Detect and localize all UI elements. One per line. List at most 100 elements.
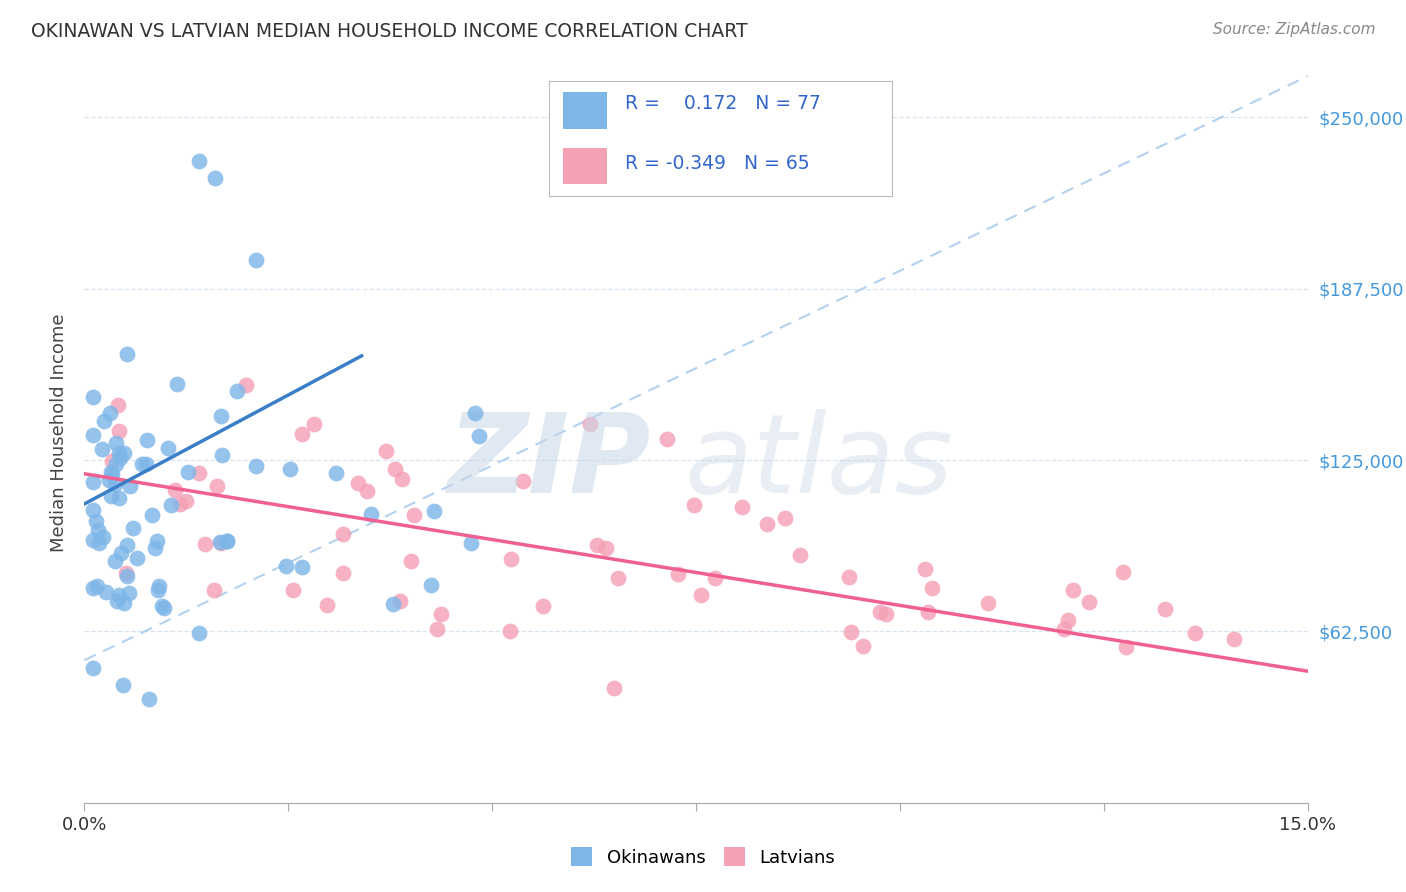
Point <box>512 474 534 488</box>
Point <box>91 442 114 457</box>
Point <box>217 533 239 548</box>
Point <box>755 516 778 531</box>
Point <box>82 661 104 675</box>
Point <box>98 473 121 487</box>
Point <box>118 478 141 492</box>
Point <box>1053 623 1076 637</box>
Point <box>104 554 127 568</box>
Point <box>93 414 115 428</box>
Point <box>245 252 267 267</box>
Point <box>98 405 121 419</box>
Point <box>977 596 1000 610</box>
Point <box>112 446 135 460</box>
Point <box>100 467 122 481</box>
Point <box>704 571 727 585</box>
Point <box>382 597 405 611</box>
Point <box>586 538 609 552</box>
Point <box>1078 595 1101 609</box>
Point <box>187 466 209 480</box>
Point <box>1153 602 1175 616</box>
Point <box>194 537 217 551</box>
Point <box>146 533 169 548</box>
Point <box>1222 632 1244 647</box>
Point <box>100 453 122 467</box>
Point <box>115 538 138 552</box>
Point <box>420 578 443 592</box>
Point <box>152 600 174 615</box>
Point <box>531 599 554 614</box>
Point <box>82 503 104 517</box>
Point <box>426 622 449 636</box>
Point <box>683 498 706 512</box>
Point <box>87 523 110 537</box>
Point <box>603 681 626 695</box>
Point <box>332 566 354 581</box>
Point <box>82 427 104 442</box>
Point <box>1115 640 1137 655</box>
Point <box>384 461 406 475</box>
Point <box>852 639 875 653</box>
Point <box>204 170 226 185</box>
Point <box>209 409 232 423</box>
Point <box>356 484 378 499</box>
Point <box>141 508 163 522</box>
Point <box>690 588 713 602</box>
Point <box>211 448 233 462</box>
Point <box>1057 613 1080 627</box>
Point <box>869 605 891 619</box>
Point <box>105 593 128 607</box>
Point <box>110 450 132 465</box>
Point <box>156 441 179 455</box>
Point <box>107 398 129 412</box>
Point <box>94 584 117 599</box>
Point <box>202 583 225 598</box>
Point <box>91 530 114 544</box>
Point <box>278 461 301 475</box>
Point <box>205 478 228 492</box>
Point <box>391 473 413 487</box>
Point <box>291 426 314 441</box>
Point <box>346 475 368 490</box>
Point <box>100 465 122 479</box>
Point <box>1112 565 1135 579</box>
Point <box>169 497 191 511</box>
Point <box>115 566 138 580</box>
Text: ZIP: ZIP <box>447 409 651 516</box>
Point <box>82 475 104 489</box>
Point <box>423 503 446 517</box>
Point <box>325 466 347 480</box>
Point <box>82 533 104 548</box>
Point <box>209 536 232 550</box>
Point <box>838 570 860 584</box>
Point <box>174 493 197 508</box>
Point <box>914 562 936 576</box>
Point <box>134 457 156 471</box>
Point <box>82 390 104 404</box>
Point <box>187 154 209 169</box>
Point <box>921 581 943 595</box>
Point <box>917 605 939 619</box>
Point <box>163 483 186 498</box>
Point <box>399 554 422 568</box>
Point <box>131 457 153 471</box>
Point <box>100 489 122 503</box>
Point <box>82 581 104 595</box>
Point <box>136 433 159 447</box>
Point <box>430 607 453 621</box>
Text: OKINAWAN VS LATVIAN MEDIAN HOUSEHOLD INCOME CORRELATION CHART: OKINAWAN VS LATVIAN MEDIAN HOUSEHOLD INC… <box>31 22 748 41</box>
Point <box>150 599 173 613</box>
Point <box>146 582 169 597</box>
Point <box>86 579 108 593</box>
Point <box>460 535 482 549</box>
Point <box>108 491 131 506</box>
Point <box>143 541 166 556</box>
Point <box>332 527 354 541</box>
Point <box>235 378 257 392</box>
Point <box>464 407 486 421</box>
Point <box>657 432 679 446</box>
Point <box>104 477 127 491</box>
Point <box>276 558 298 573</box>
Point <box>138 691 160 706</box>
Point <box>302 417 325 431</box>
Point <box>1184 626 1206 640</box>
